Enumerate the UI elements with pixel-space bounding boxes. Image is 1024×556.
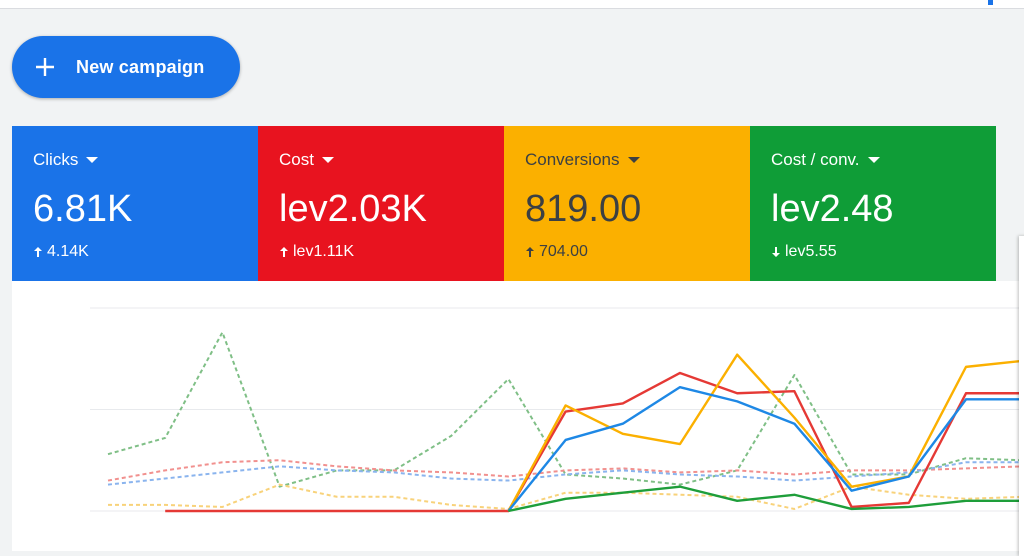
trend-arrow [526, 247, 534, 257]
side-panel [1019, 236, 1024, 556]
series-line [108, 483, 1024, 510]
trend-arrow [280, 247, 288, 257]
dropdown-icon [627, 157, 640, 163]
metric-change-row: 4.14K [33, 243, 258, 261]
chart [90, 307, 1024, 513]
dropdown-triangle [86, 157, 99, 163]
dropdown-triangle [627, 157, 640, 163]
metric-card[interactable]: Clicks 6.81K 4.14K [12, 126, 258, 281]
metric-change: 4.14K [47, 243, 89, 260]
dropdown-triangle [867, 157, 880, 163]
metric-label-row: Conversions [525, 150, 750, 170]
metric-card[interactable]: Cost lev2.03K lev1.11K [258, 126, 504, 281]
trend-arrow-shape [526, 247, 534, 257]
dropdown-icon [867, 157, 880, 163]
trend-arrow [772, 247, 780, 257]
series-line [508, 485, 1024, 513]
metric-label-row: Clicks [33, 150, 258, 170]
top-bar [0, 0, 1024, 9]
series-line [107, 459, 1024, 482]
metric-card[interactable]: Cost / conv. lev2.48 lev5.55 [750, 126, 996, 281]
trend-arrow-shape [772, 247, 780, 257]
series-line [507, 353, 1024, 512]
top-indicator [988, 0, 993, 5]
metric-label: Clicks [33, 150, 79, 169]
trend-arrow-shape [280, 247, 288, 257]
metric-change-row: lev1.11K [279, 243, 504, 261]
series-line [507, 385, 1024, 512]
metric-label: Cost [279, 150, 314, 169]
new-campaign-button[interactable]: New campaign [12, 36, 240, 98]
metric-card[interactable]: Conversions 819.00 704.00 [504, 126, 750, 281]
metric-change-row: 704.00 [525, 243, 750, 261]
plus-icon [36, 58, 54, 76]
chart-panel [12, 281, 1024, 551]
metric-cards: Clicks 6.81K 4.14K Cost lev2.03K lev1.11K Conv… [12, 126, 996, 281]
trend-arrow [34, 247, 42, 257]
dropdown-icon [86, 157, 99, 163]
metric-value: lev2.03K [279, 188, 427, 230]
metric-label-row: Cost [279, 150, 504, 170]
metric-label: Conversions [525, 150, 620, 169]
series-line [165, 371, 1024, 513]
metric-label: Cost / conv. [771, 150, 860, 169]
metric-value: 819.00 [525, 188, 642, 230]
metric-label-row: Cost / conv. [771, 150, 996, 170]
dropdown-triangle [321, 157, 334, 163]
dropdown-icon [321, 157, 334, 163]
trend-arrow-shape [34, 247, 42, 257]
button-label: New campaign [76, 56, 205, 77]
metric-change: lev5.55 [785, 243, 837, 260]
metric-change: 704.00 [539, 243, 588, 260]
metric-value: 6.81K [33, 188, 133, 230]
metric-value: lev2.48 [771, 188, 894, 230]
series-line [107, 331, 1024, 488]
series-line [107, 461, 1024, 486]
metric-change-row: lev5.55 [771, 243, 996, 261]
metric-change: lev1.11K [293, 243, 355, 260]
